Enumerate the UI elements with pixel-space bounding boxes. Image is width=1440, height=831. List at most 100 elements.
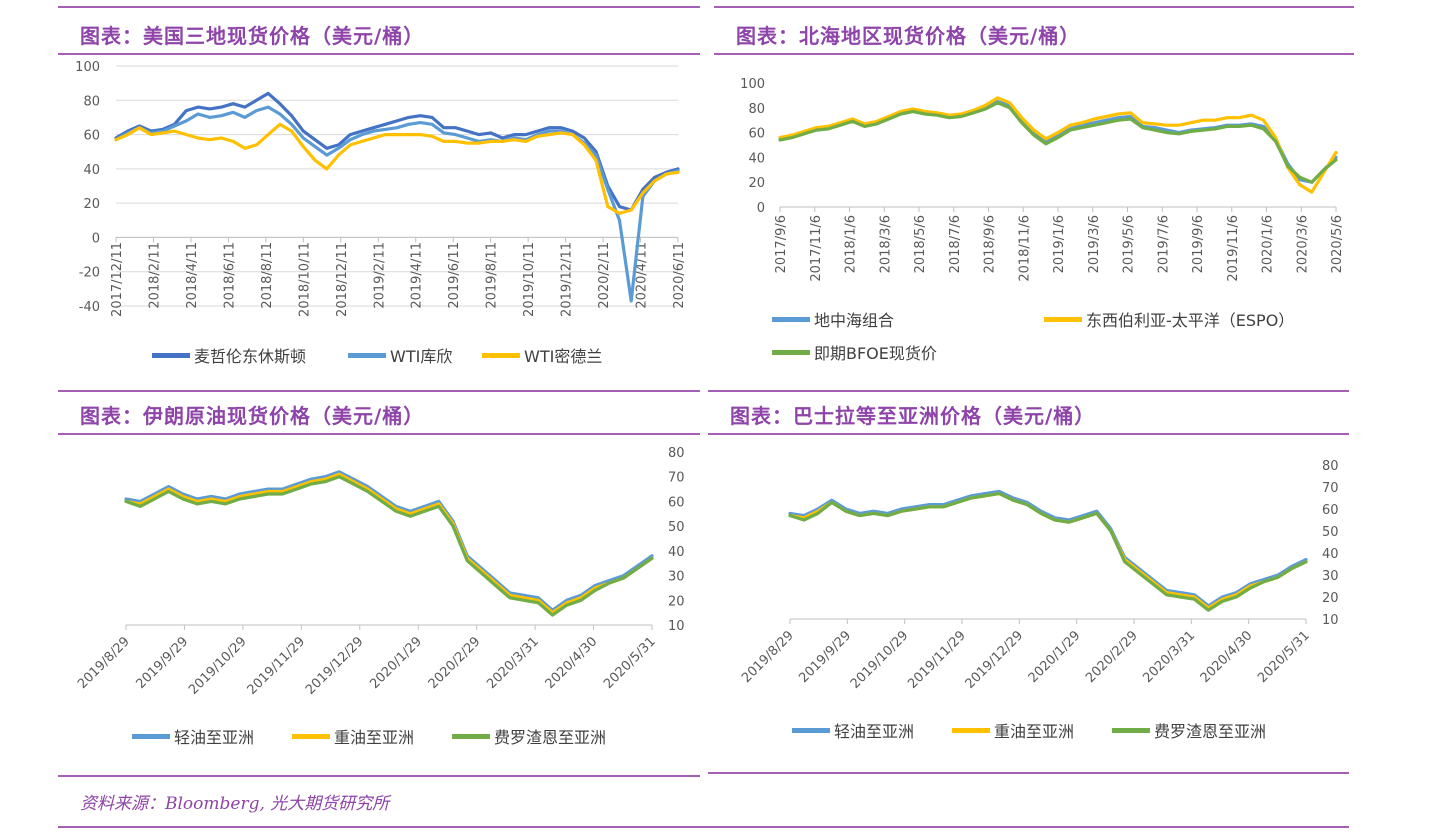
panel-2-title-rule (714, 53, 1354, 55)
chart-2: 100 80 60 40 20 0 2017/9/6 2017/11/6 2018/1/6 201… (740, 77, 1345, 282)
y-tick-label: 60 (668, 495, 685, 510)
legend-swatch (772, 316, 810, 322)
x-tick-label: 2019/12/11 (560, 242, 575, 317)
y-tick-label: 70 (668, 471, 685, 486)
series-line-1 (788, 489, 1308, 608)
legend-item: 重油至亚洲 (292, 724, 414, 748)
legend-item: 重油至亚洲 (952, 718, 1074, 742)
x-tick-label: 2019/12/29 (963, 628, 1027, 692)
panel-2-top-rule (714, 6, 1354, 8)
y-tick-label: 80 (668, 446, 685, 461)
chart-3-title: 图表：伊朗原油现货价格（美元/桶） (80, 404, 425, 428)
series-line-3 (778, 101, 1338, 184)
x-tick-label: 2018/6/11 (222, 242, 237, 309)
x-tick-label: 2018/11/6 (1017, 215, 1032, 282)
x-tick-label: 2020/2/29 (426, 634, 484, 692)
x-tick-label: 2019/2/11 (372, 242, 387, 309)
chart-1: 100 80 60 40 20 0 -20 -40 2017/12/11 2018/2/11 201… (75, 60, 687, 317)
legend-item: 东西伯利亚-太平洋（ESPO） (1044, 307, 1294, 331)
series-line-2 (124, 472, 654, 615)
x-tick-label: 2019/8/29 (739, 628, 797, 686)
y-tick-label: 60 (1322, 503, 1339, 518)
x-tick-label: 2019/11/29 (245, 634, 309, 698)
x-tick-label: 2018/4/11 (185, 242, 200, 309)
series-line-3 (788, 492, 1308, 612)
series-line-3 (114, 122, 680, 215)
panel-3-top-rule (58, 390, 700, 392)
legend-label: 轻油至亚洲 (834, 722, 915, 741)
legend-label: WTI库欣 (390, 347, 453, 366)
x-tick-label: 2019/10/29 (186, 634, 250, 698)
x-tick-label: 2019/7/6 (1156, 215, 1171, 273)
y-tick-label: 30 (1322, 569, 1339, 584)
legend-swatch (482, 352, 520, 358)
series-line-1 (114, 91, 680, 212)
legend-item: 轻油至亚洲 (132, 724, 254, 748)
x-tick-label: 2019/4/11 (410, 242, 425, 309)
x-tick-label: 2019/6/11 (447, 242, 462, 309)
x-tick-label: 2019/11/29 (905, 628, 969, 692)
series-line-2 (778, 96, 1338, 194)
y-tick-label: 60 (83, 129, 100, 144)
x-tick-label: 2019/10/29 (848, 628, 912, 692)
x-tick-label: 2018/1/6 (844, 215, 859, 273)
y-tick-label: 40 (748, 151, 765, 166)
y-tick-label: 50 (1322, 525, 1339, 540)
y-tick-label: 0 (757, 201, 765, 216)
x-tick-label: 2020/1/29 (1026, 628, 1084, 686)
legend-swatch (772, 349, 810, 355)
legend-label: 东西伯利亚-太平洋（ESPO） (1086, 311, 1295, 330)
y-tick-label: 20 (1322, 591, 1339, 606)
legend-swatch (792, 727, 830, 733)
y-tick-label: 70 (1322, 481, 1339, 496)
x-tick-label: 2017/11/6 (809, 215, 824, 282)
series-line-1 (124, 470, 654, 612)
y-tick-label: 60 (748, 127, 765, 142)
x-tick-label: 2020/4/30 (1198, 628, 1256, 686)
legend-label: 轻油至亚洲 (174, 728, 255, 747)
x-tick-label: 2020/6/11 (672, 242, 687, 309)
y-tick-label: 0 (92, 231, 100, 246)
y-tick-label: 80 (83, 94, 100, 109)
legend-label: 地中海组合 (814, 311, 895, 330)
chart-1-title: 图表：美国三地现货价格（美元/桶） (80, 24, 425, 48)
legend-swatch (952, 727, 990, 733)
y-tick-label: 20 (668, 594, 685, 609)
x-tick-label: 2019/11/6 (1226, 215, 1241, 282)
x-tick-label: 2018/12/11 (335, 242, 350, 317)
legend-item: 即期BFOE现货价 (772, 340, 937, 364)
legend-label: 费罗渣恩至亚洲 (494, 728, 607, 747)
footer-rule (58, 826, 1349, 828)
legend-item: 地中海组合 (772, 307, 894, 331)
legend-label: 重油至亚洲 (994, 722, 1075, 741)
legend-label: WTI密德兰 (524, 347, 603, 366)
legend-swatch (1112, 727, 1150, 733)
legend-label: 重油至亚洲 (334, 728, 415, 747)
x-tick-label: 2020/5/31 (1255, 628, 1313, 686)
legend-item: 轻油至亚洲 (792, 718, 914, 742)
series-line-3 (124, 475, 654, 617)
legend-swatch (348, 352, 386, 358)
y-tick-label: -40 (79, 300, 100, 315)
x-tick-label: 2018/8/11 (260, 242, 275, 309)
y-tick-label: 50 (668, 520, 685, 535)
panel-1-top-rule (58, 6, 700, 8)
x-tick-label: 2020/5/31 (601, 634, 659, 692)
panel-1-title-rule (58, 53, 700, 55)
legend-item: WTI库欣 (348, 343, 452, 367)
x-tick-label: 2020/3/6 (1295, 215, 1310, 273)
y-tick-label: 40 (668, 545, 685, 560)
x-tick-label: 2018/3/6 (878, 215, 893, 273)
panel-4-title-rule (708, 433, 1349, 435)
x-tick-label: 2020/5/6 (1330, 215, 1345, 273)
x-tick-label: 2019/9/6 (1191, 215, 1206, 273)
x-tick-label: 2019/1/6 (1052, 215, 1067, 273)
x-tick-label: 2018/5/6 (913, 215, 928, 273)
series-line-1 (778, 99, 1338, 184)
x-tick-label: 2018/7/6 (948, 215, 963, 273)
legend-item: WTI密德兰 (482, 343, 602, 367)
x-tick-label: 2019/12/29 (303, 634, 367, 698)
y-tick-label: 30 (668, 570, 685, 585)
y-tick-label: 100 (740, 77, 765, 92)
panel-4-top-rule (708, 390, 1349, 392)
